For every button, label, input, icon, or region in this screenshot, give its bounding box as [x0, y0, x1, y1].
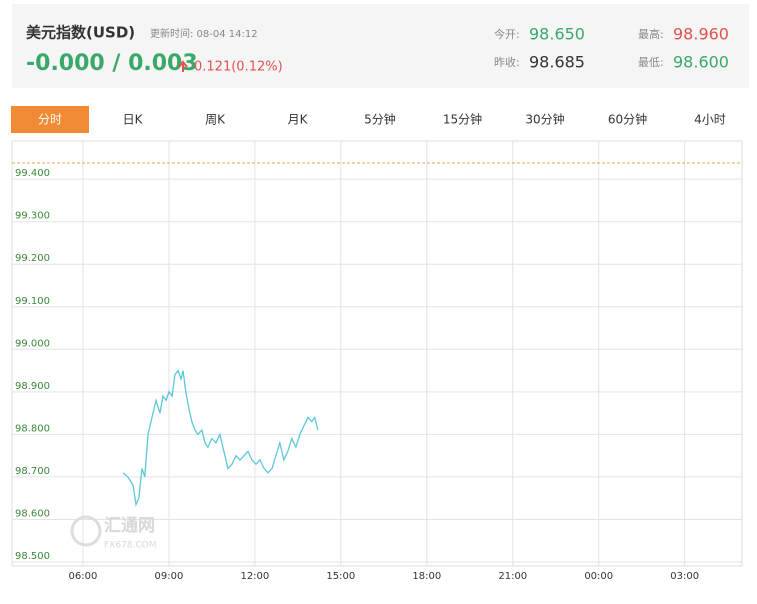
y-tick-label: 99.000 [15, 338, 50, 349]
stat-value: 98.685 [529, 53, 585, 72]
stat-value: 98.600 [673, 53, 729, 72]
x-tick-label: 21:00 [498, 571, 527, 582]
y-tick-label: 99.100 [15, 296, 50, 307]
change: 0.121(0.12%) [194, 60, 283, 75]
tab[interactable]: 月K [288, 113, 309, 127]
watermark-logo [70, 515, 102, 547]
tab[interactable]: 5分钟 [364, 112, 396, 127]
tab[interactable]: 60分钟 [608, 112, 647, 127]
y-tick-label: 98.800 [15, 423, 50, 434]
tab[interactable]: 日K [123, 113, 144, 127]
y-tick-label: 98.500 [15, 551, 50, 562]
x-tick-label: 00:00 [584, 571, 613, 582]
x-tick-label: 09:00 [155, 571, 184, 582]
y-tick-label: 98.900 [15, 381, 50, 392]
x-tick-label: 12:00 [240, 571, 269, 582]
stat-label: 昨收: [494, 55, 520, 69]
tab[interactable]: 30分钟 [525, 112, 564, 127]
price: -0.000 / 0.003 [26, 51, 198, 76]
y-tick-label: 98.700 [15, 466, 50, 477]
y-tick-label: 99.200 [15, 253, 50, 264]
header-box [12, 4, 749, 88]
tab[interactable]: 周K [205, 113, 226, 127]
update-time: 更新时间: 08-04 14:12 [150, 27, 258, 40]
chart-frame [11, 140, 743, 567]
up-arrow [178, 60, 188, 72]
y-tick-label: 99.400 [15, 168, 50, 179]
watermark-site: FX678.COM [104, 541, 157, 551]
tab-active-bg [11, 106, 89, 133]
title: 美元指数(USD) [26, 24, 135, 42]
stat-label: 最高: [638, 27, 664, 41]
watermark-name: 汇通网 [104, 516, 155, 536]
tab[interactable]: 4小时 [694, 113, 726, 127]
x-tick-label: 15:00 [326, 571, 355, 582]
x-tick-label: 03:00 [670, 571, 699, 582]
price-line [122, 369, 319, 507]
y-tick-label: 99.300 [15, 211, 50, 222]
y-tick-label: 98.600 [15, 508, 50, 519]
tab[interactable]: 分时 [38, 113, 62, 127]
stat-value: 98.960 [673, 25, 729, 44]
stat-value: 98.650 [529, 25, 585, 44]
x-tick-label: 18:00 [412, 571, 441, 582]
stat-label: 最低: [638, 56, 664, 69]
stat-label: 今开: [494, 27, 520, 41]
x-tick-label: 06:00 [69, 571, 98, 582]
tab[interactable]: 15分钟 [443, 112, 482, 127]
